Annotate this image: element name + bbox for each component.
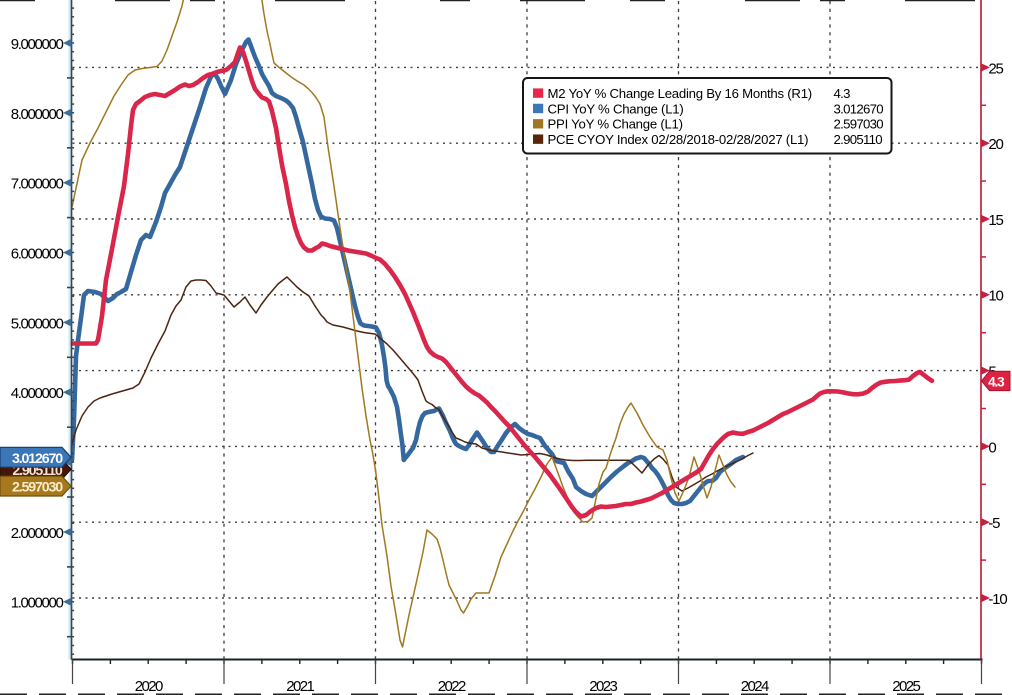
svg-text:2.597030: 2.597030: [834, 117, 884, 132]
svg-text:25: 25: [988, 60, 1003, 77]
svg-text:-5: -5: [988, 515, 1000, 532]
svg-text:4.3: 4.3: [834, 86, 851, 101]
svg-text:3.012670: 3.012670: [12, 451, 63, 467]
svg-text:M2 YoY % Change Leading By 16: M2 YoY % Change Leading By 16 Months (R1…: [548, 86, 812, 101]
svg-text:2023: 2023: [589, 678, 617, 695]
svg-text:2.905110: 2.905110: [834, 132, 883, 147]
svg-text:2024: 2024: [741, 678, 769, 695]
svg-text:8.000000: 8.000000: [11, 106, 64, 123]
svg-text:PPI YoY % Change (L1): PPI YoY % Change (L1): [548, 117, 683, 132]
svg-text:2025: 2025: [892, 678, 920, 695]
svg-text:CPI YoY % Change (L1): CPI YoY % Change (L1): [548, 101, 684, 116]
svg-text:PCE CYOY Index 02/28/2018-02/2: PCE CYOY Index 02/28/2018-02/28/2027 (L1…: [548, 132, 809, 147]
svg-text:2.000000: 2.000000: [11, 525, 64, 542]
svg-text:4.3: 4.3: [988, 374, 1005, 389]
svg-text:10: 10: [988, 288, 1003, 305]
svg-text:2022: 2022: [438, 678, 466, 695]
svg-text:-10: -10: [988, 591, 1007, 608]
svg-text:3.012670: 3.012670: [834, 101, 884, 116]
svg-text:4.000000: 4.000000: [11, 385, 64, 402]
svg-text:7.000000: 7.000000: [11, 176, 64, 193]
svg-text:1.000000: 1.000000: [11, 595, 64, 612]
svg-text:5.000000: 5.000000: [11, 315, 64, 332]
svg-text:2.597030: 2.597030: [12, 480, 63, 496]
svg-text:20: 20: [988, 136, 1003, 153]
svg-text:2021: 2021: [286, 678, 314, 695]
svg-text:15: 15: [988, 212, 1003, 229]
svg-text:9.000000: 9.000000: [11, 36, 64, 53]
svg-text:6.000000: 6.000000: [11, 245, 64, 262]
svg-text:2020: 2020: [135, 678, 163, 695]
svg-text:0: 0: [988, 439, 996, 456]
